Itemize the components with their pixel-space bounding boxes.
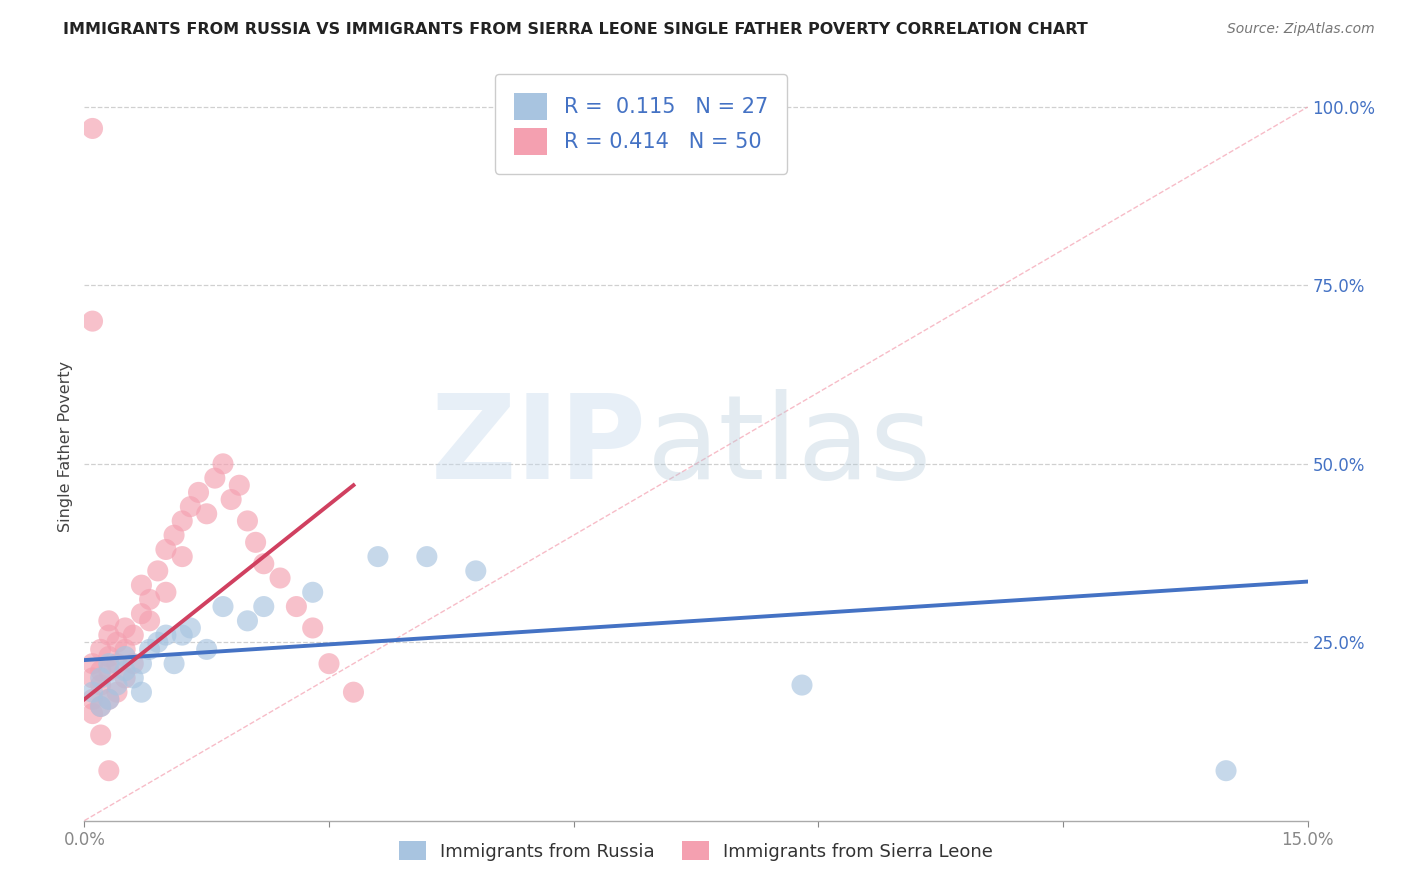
Point [105, 685, 128, 699]
Point [790, 678, 813, 692]
Point [114, 671, 136, 685]
Point [172, 628, 194, 642]
Point [342, 685, 364, 699]
Point [90, 699, 112, 714]
Point [212, 599, 235, 614]
Point [90, 728, 112, 742]
Point [122, 657, 145, 671]
Point [114, 621, 136, 635]
Point [1215, 764, 1237, 778]
Point [82, 121, 104, 136]
Point [146, 635, 169, 649]
Point [155, 542, 177, 557]
Point [219, 492, 242, 507]
Point [138, 614, 160, 628]
Point [179, 621, 201, 635]
Point [122, 671, 145, 685]
Point [301, 621, 323, 635]
Point [253, 557, 276, 571]
Point [114, 664, 136, 678]
Point [90, 642, 112, 657]
Point [82, 685, 104, 699]
Point [464, 564, 486, 578]
Point [155, 628, 177, 642]
Point [114, 642, 136, 657]
Point [179, 500, 201, 514]
Point [138, 592, 160, 607]
Point [155, 585, 177, 599]
Point [105, 635, 128, 649]
Point [204, 471, 226, 485]
Point [82, 314, 104, 328]
Point [114, 649, 136, 664]
Point [97, 628, 120, 642]
Point [301, 585, 323, 599]
Point [245, 535, 267, 549]
Point [82, 706, 104, 721]
Point [253, 599, 276, 614]
Point [187, 485, 209, 500]
Text: IMMIGRANTS FROM RUSSIA VS IMMIGRANTS FROM SIERRA LEONE SINGLE FATHER POVERTY COR: IMMIGRANTS FROM RUSSIA VS IMMIGRANTS FRO… [63, 22, 1088, 37]
Point [172, 549, 194, 564]
Point [82, 671, 104, 685]
Legend: Immigrants from Russia, Immigrants from Sierra Leone: Immigrants from Russia, Immigrants from … [391, 833, 1001, 868]
Point [90, 664, 112, 678]
Text: ZIP: ZIP [432, 389, 647, 503]
Point [105, 657, 128, 671]
Point [367, 549, 389, 564]
Point [285, 599, 308, 614]
Point [97, 692, 120, 706]
Point [97, 692, 120, 706]
Point [122, 628, 145, 642]
Y-axis label: Single Father Poverty: Single Father Poverty [58, 360, 73, 532]
Point [195, 642, 218, 657]
Point [236, 614, 259, 628]
Point [97, 664, 120, 678]
Text: atlas: atlas [647, 389, 932, 503]
Point [131, 685, 153, 699]
Point [97, 764, 120, 778]
Text: Source: ZipAtlas.com: Source: ZipAtlas.com [1227, 22, 1375, 37]
Point [131, 657, 153, 671]
Point [82, 657, 104, 671]
Point [228, 478, 250, 492]
Point [163, 657, 186, 671]
Point [416, 549, 439, 564]
Point [90, 671, 112, 685]
Point [138, 642, 160, 657]
Point [195, 507, 218, 521]
Point [269, 571, 291, 585]
Point [97, 657, 120, 671]
Point [236, 514, 259, 528]
Point [163, 528, 186, 542]
Point [172, 514, 194, 528]
Point [212, 457, 235, 471]
Point [97, 649, 120, 664]
Point [90, 699, 112, 714]
Point [90, 678, 112, 692]
Point [82, 692, 104, 706]
Point [131, 578, 153, 592]
Point [318, 657, 340, 671]
Point [97, 614, 120, 628]
Point [131, 607, 153, 621]
Point [146, 564, 169, 578]
Point [105, 678, 128, 692]
